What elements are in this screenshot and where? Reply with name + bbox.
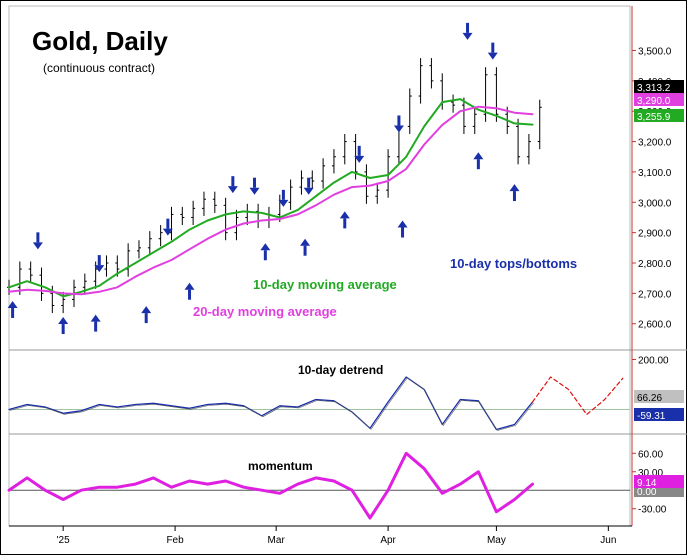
top-arrow	[393, 115, 404, 133]
bottom-arrow	[339, 211, 350, 229]
price-ytick-label: 2,800.0	[638, 259, 672, 270]
detrend-line	[8, 376, 534, 431]
x-tick-label: '25	[57, 535, 70, 546]
top-arrow	[354, 145, 365, 163]
bottom-arrow	[300, 238, 311, 256]
bottom-arrow	[473, 152, 484, 170]
last-ma10-label: 3,255.9	[637, 112, 671, 123]
price-ytick-label: 3,000.0	[638, 198, 672, 209]
bottom-arrow-head	[58, 317, 69, 325]
price-ytick-label: 3,200.0	[638, 138, 672, 149]
last-price-label: 3,313.2	[637, 83, 671, 94]
chart-title: Gold, Daily	[32, 26, 168, 56]
bottom-arrow	[90, 314, 101, 332]
top-arrow	[32, 232, 43, 250]
ma10-line	[8, 98, 534, 298]
detrend-projection-line	[531, 376, 624, 416]
last-ma10-label-box	[634, 109, 684, 122]
top-arrow	[487, 42, 498, 60]
top-arrow	[303, 177, 314, 195]
price-ytick-label: 3,100.0	[638, 168, 672, 179]
ma20-line	[8, 105, 534, 296]
detrend-last-label-box	[634, 390, 684, 403]
top-arrow-head	[227, 186, 238, 194]
bottom-arrow-head	[300, 238, 311, 246]
detrend-last-label-2: -59.31	[637, 411, 666, 422]
detrend-title: 10-day detrend	[298, 363, 383, 377]
bottom-arrow	[7, 300, 18, 318]
x-tick-label: Mar	[268, 535, 286, 546]
top-arrow-head	[162, 228, 173, 236]
last-price-label-box	[634, 80, 684, 93]
top-arrow-head	[393, 125, 404, 133]
momentum-title: momentum	[248, 459, 313, 473]
momentum-ytick-label: 30.00	[638, 468, 663, 479]
top-arrow	[227, 176, 238, 194]
top-arrow-head	[94, 265, 105, 273]
momentum-ytick-label: -30.00	[638, 505, 667, 516]
bottom-arrow	[58, 317, 69, 335]
x-tick-label: May	[487, 535, 506, 546]
bottom-arrow-head	[141, 306, 152, 314]
momentum-line	[7, 451, 534, 520]
legend-20day-ma: 20-day moving average	[193, 304, 337, 319]
bottom-arrow-head	[260, 243, 271, 251]
x-tick-label: Apr	[380, 535, 396, 546]
detrend-last-label: 66.26	[637, 393, 662, 404]
bottom-arrow	[260, 243, 271, 261]
bottom-arrow-head	[184, 282, 195, 290]
top-arrow	[278, 189, 289, 207]
tops-bottoms-label: 10-day tops/bottoms	[450, 256, 577, 271]
top-arrow-head	[462, 32, 473, 40]
bottom-arrow-head	[339, 211, 350, 219]
x-tick-label: Jun	[600, 535, 616, 546]
top-arrow	[162, 218, 173, 236]
bottom-arrow-head	[473, 152, 484, 160]
price-ytick-label: 2,900.0	[638, 229, 672, 240]
bottom-arrow-head	[397, 220, 408, 228]
momentum-ytick-label: 60.00	[638, 449, 663, 460]
momentum-last-label: 9.14	[637, 478, 657, 489]
top-arrow-head	[487, 52, 498, 60]
top-arrow	[94, 255, 105, 273]
chart-subtitle: (continuous contract)	[43, 61, 155, 75]
momentum-zero-label: 0.00	[637, 487, 657, 498]
x-tick-label: Feb	[166, 535, 184, 546]
detrend-shadow-line	[9, 377, 534, 431]
bottom-arrow	[509, 184, 520, 202]
bottom-arrow-head	[7, 300, 18, 308]
momentum-last-label-box	[634, 475, 684, 488]
price-ytick-label: 3,500.0	[638, 47, 672, 58]
top-arrow	[249, 177, 260, 195]
top-arrow-head	[278, 199, 289, 207]
legend-10day-ma: 10-day moving average	[253, 277, 397, 292]
bottom-arrow-head	[509, 184, 520, 192]
top-arrow-head	[32, 242, 43, 250]
bottom-arrow	[141, 306, 152, 324]
top-arrow-head	[354, 155, 365, 163]
price-ytick-label: 2,600.0	[638, 320, 672, 331]
last-ma20-label: 3,290.0	[637, 96, 671, 107]
bottom-arrow	[184, 282, 195, 300]
bottom-arrow	[397, 220, 408, 238]
bottom-arrow-head	[90, 314, 101, 322]
detrend-last-label-2-box	[634, 408, 684, 421]
detrend-ytick-label: 200.00	[638, 356, 669, 367]
last-ma20-label-box	[634, 93, 684, 106]
top-arrow	[462, 22, 473, 40]
top-arrow-head	[249, 187, 260, 195]
price-ytick-label: 2,700.0	[638, 289, 672, 300]
top-arrow-head	[303, 187, 314, 195]
